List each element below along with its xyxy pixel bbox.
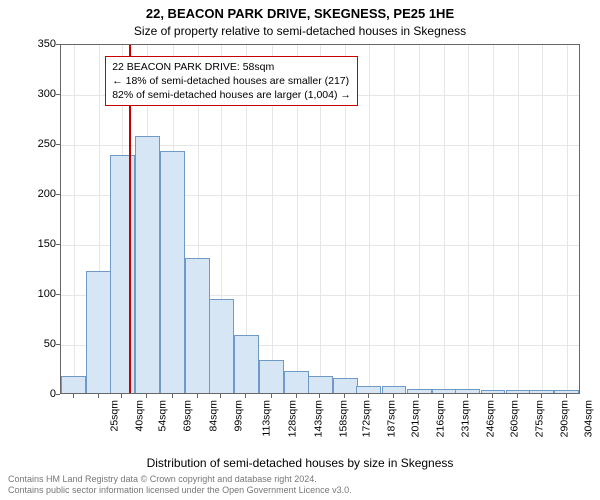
plot-area: 22 BEACON PARK DRIVE: 58sqm← 18% of semi…: [60, 44, 580, 394]
histogram-bar: [308, 376, 333, 393]
histogram-bar: [86, 271, 111, 393]
annotation-line: ← 18% of semi-detached houses are smalle…: [112, 74, 351, 88]
x-tick-label: 172sqm: [361, 400, 373, 437]
y-tick-label: 250: [30, 138, 56, 150]
x-axis-label: Distribution of semi-detached houses by …: [0, 456, 600, 470]
histogram-bar: [284, 371, 309, 393]
chart-subtitle: Size of property relative to semi-detach…: [0, 24, 600, 38]
x-tick-label: 304sqm: [582, 400, 594, 437]
x-tick-label: 25sqm: [108, 400, 120, 432]
y-tick-label: 350: [30, 38, 56, 50]
histogram-bar: [506, 390, 531, 393]
annotation-box: 22 BEACON PARK DRIVE: 58sqm← 18% of semi…: [105, 56, 358, 107]
histogram-bar: [259, 360, 284, 393]
histogram-bar: [135, 136, 160, 393]
footnote-line2: Contains public sector information licen…: [8, 485, 352, 496]
histogram-bar: [529, 390, 554, 393]
x-tick-label: 40sqm: [133, 400, 145, 432]
y-tick-label: 200: [30, 188, 56, 200]
histogram-bar: [209, 299, 234, 393]
x-tick-label: 275sqm: [533, 400, 545, 437]
x-tick-label: 246sqm: [485, 400, 497, 437]
histogram-bar: [481, 390, 506, 393]
property-size-histogram: 22, BEACON PARK DRIVE, SKEGNESS, PE25 1H…: [0, 0, 600, 500]
footnote: Contains HM Land Registry data © Crown c…: [8, 474, 352, 497]
x-tick-label: 128sqm: [287, 400, 299, 437]
x-tick-label: 113sqm: [261, 400, 273, 437]
x-tick-label: 143sqm: [312, 400, 324, 437]
y-tick-label: 100: [30, 288, 56, 300]
x-tick-label: 216sqm: [434, 400, 446, 437]
x-tick-label: 201sqm: [409, 400, 421, 437]
histogram-bar: [333, 378, 358, 393]
chart-title: 22, BEACON PARK DRIVE, SKEGNESS, PE25 1H…: [0, 6, 600, 21]
y-tick-label: 50: [30, 338, 56, 350]
histogram-bar: [407, 389, 432, 393]
histogram-bar: [185, 258, 210, 393]
annotation-line: 82% of semi-detached houses are larger (…: [112, 88, 351, 102]
footnote-line1: Contains HM Land Registry data © Crown c…: [8, 474, 352, 485]
y-tick-label: 150: [30, 238, 56, 250]
histogram-bar: [234, 335, 259, 393]
histogram-bar: [382, 386, 407, 393]
x-tick-label: 187sqm: [386, 400, 398, 437]
x-tick-label: 69sqm: [182, 400, 194, 432]
histogram-bar: [554, 390, 579, 393]
histogram-bar: [61, 376, 86, 393]
x-tick-label: 231sqm: [459, 400, 471, 437]
y-tick-label: 300: [30, 88, 56, 100]
annotation-line: 22 BEACON PARK DRIVE: 58sqm: [112, 60, 351, 74]
x-tick-label: 290sqm: [558, 400, 570, 437]
x-tick-label: 158sqm: [337, 400, 349, 437]
x-tick-label: 84sqm: [207, 400, 219, 432]
x-tick-label: 260sqm: [508, 400, 520, 437]
histogram-bar: [455, 389, 480, 393]
histogram-bar: [160, 151, 185, 393]
histogram-bar: [356, 386, 381, 393]
y-tick-label: 0: [30, 388, 56, 400]
x-tick-label: 54sqm: [157, 400, 169, 432]
x-tick-label: 99sqm: [232, 400, 244, 432]
histogram-bar: [432, 389, 457, 393]
